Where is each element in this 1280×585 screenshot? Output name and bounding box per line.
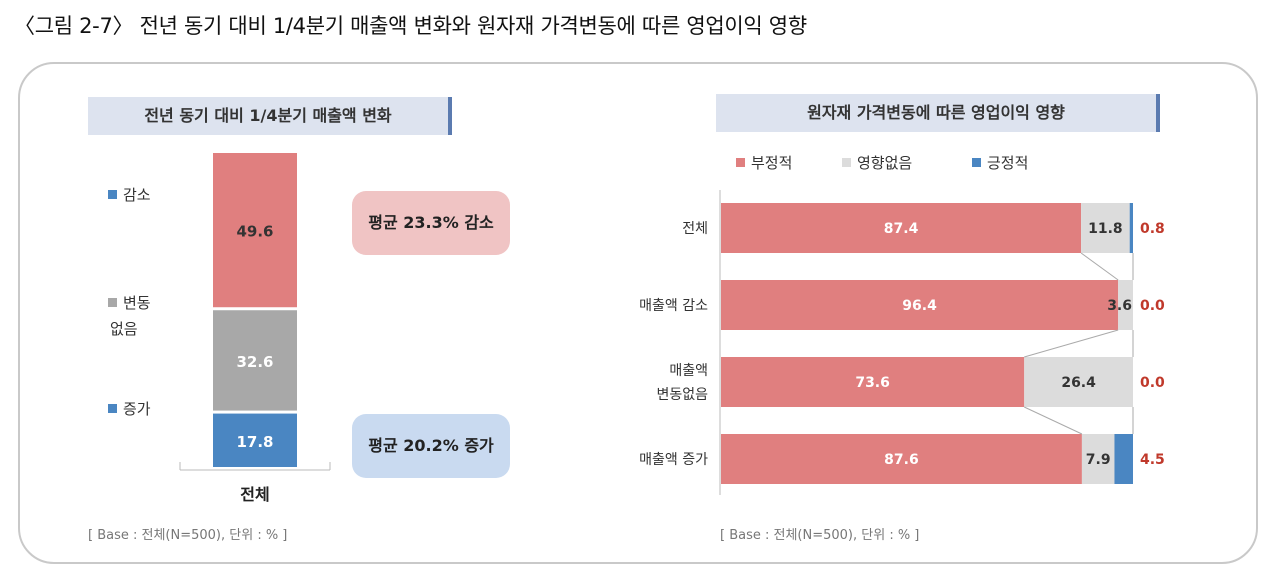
right-bar-4-positive-label: 4.5: [1140, 452, 1165, 468]
legend-no-effect-label: 영향없음: [857, 154, 913, 172]
left-stacked-bar-chart: 49.6 32.6 17.8 전체: [179, 153, 331, 504]
legend-positive-label: 긍정적: [987, 154, 1029, 172]
bubble-avg-decrease: 평균 23.3% 감소: [352, 191, 510, 255]
right-bar-2-segment-1: [721, 280, 1119, 330]
legend-no-effect-swatch: [842, 158, 851, 167]
legend-positive-swatch: [972, 158, 981, 167]
legend-increase: 증가: [108, 398, 151, 419]
right-bar-1-none-label: 11.8: [1088, 221, 1123, 237]
right-bar-1-segment-1: [721, 203, 1082, 253]
right-connector-negative-2: [1024, 329, 1119, 358]
right-category-label-3-line-2: 변동없음: [656, 387, 708, 403]
right-panel-title: 원자재 가격변동에 따른 영업이익 영향: [716, 94, 1160, 132]
legend-decrease-label: 감소: [123, 186, 151, 204]
right-bar-3-negative-label: 73.6: [855, 375, 890, 391]
bubble-avg-increase: 평균 20.2% 증가: [352, 414, 510, 478]
legend-no-effect: 영향없음: [842, 152, 912, 173]
right-bar-3-segment-2: [1024, 357, 1133, 407]
legend-nochange-swatch: [108, 298, 117, 307]
left-panel-title: 전년 동기 대비 1/4분기 매출액 변화: [88, 97, 452, 135]
left-bar-segment-3: [213, 413, 297, 467]
right-bar-1-positive-label: 0.8: [1140, 221, 1165, 237]
right-bar-1-negative-label: 87.4: [884, 221, 919, 237]
right-category-label-4: 매출액 증가: [639, 452, 708, 468]
right-base-note: [ Base : 전체(N=500), 단위 : % ]: [720, 528, 920, 543]
right-stacked-bar-chart: 87.4 11.8 0.8 전체 96.4 3.6 0.0 매출액 감소 73.6 26.4 0.0…: [639, 190, 1165, 495]
right-bar-3-segment-1: [721, 357, 1025, 407]
left-bar-segment-2: [213, 310, 297, 411]
right-bar-4-segment-2: [1081, 434, 1115, 484]
right-bar-4-negative-label: 87.6: [884, 452, 919, 468]
right-category-label-2: 매출액 감소: [639, 298, 708, 314]
left-bar-value-label-2: 32.6: [236, 353, 273, 371]
right-bar-4-segment-1: [721, 434, 1082, 484]
left-bar-value-label-3: 17.8: [236, 433, 273, 451]
left-bar-segment-1: [213, 153, 297, 308]
legend-nochange-label: 변동 없음: [110, 294, 151, 338]
right-bar-4-none-label: 7.9: [1086, 452, 1111, 468]
legend-increase-swatch: [108, 404, 117, 413]
right-bar-3-positive-label: 0.0: [1140, 375, 1165, 391]
chart-frame: [18, 62, 1258, 564]
legend-decrease: 감소: [108, 184, 151, 205]
right-bar-2-positive-label: 0.0: [1140, 298, 1165, 314]
right-connector-negative-1: [1080, 252, 1119, 281]
right-category-label-1: 전체: [682, 221, 708, 237]
right-bar-2-segment-2: [1118, 280, 1133, 330]
left-base-note: [ Base : 전체(N=500), 단위 : % ]: [88, 528, 288, 543]
right-bar-2-none-label: 3.6: [1107, 298, 1132, 314]
legend-increase-label: 증가: [123, 400, 151, 418]
legend-decrease-swatch: [108, 190, 117, 199]
right-bar-2-negative-label: 96.4: [902, 298, 937, 314]
legend-positive: 긍정적: [972, 152, 1028, 173]
right-bar-4-segment-3: [1114, 434, 1133, 484]
figure-title: 〈그림 2-7〉 전년 동기 대비 1/4분기 매출액 변화와 원자재 가격변동…: [14, 14, 807, 38]
right-bar-1-segment-2: [1081, 203, 1130, 253]
left-category-label: 전체: [240, 485, 269, 504]
legend-negative-swatch: [736, 158, 745, 167]
legend-nochange: 변동 없음: [108, 290, 151, 342]
legend-negative: 부정적: [736, 152, 792, 173]
right-bar-1-segment-3: [1129, 203, 1133, 253]
left-bar-value-label-1: 49.6: [236, 223, 273, 241]
right-bar-3-none-label: 26.4: [1061, 375, 1096, 391]
right-category-label-3-line-1: 매출액: [669, 363, 708, 379]
legend-negative-label: 부정적: [751, 154, 793, 172]
right-connector-negative-3: [1024, 406, 1083, 435]
